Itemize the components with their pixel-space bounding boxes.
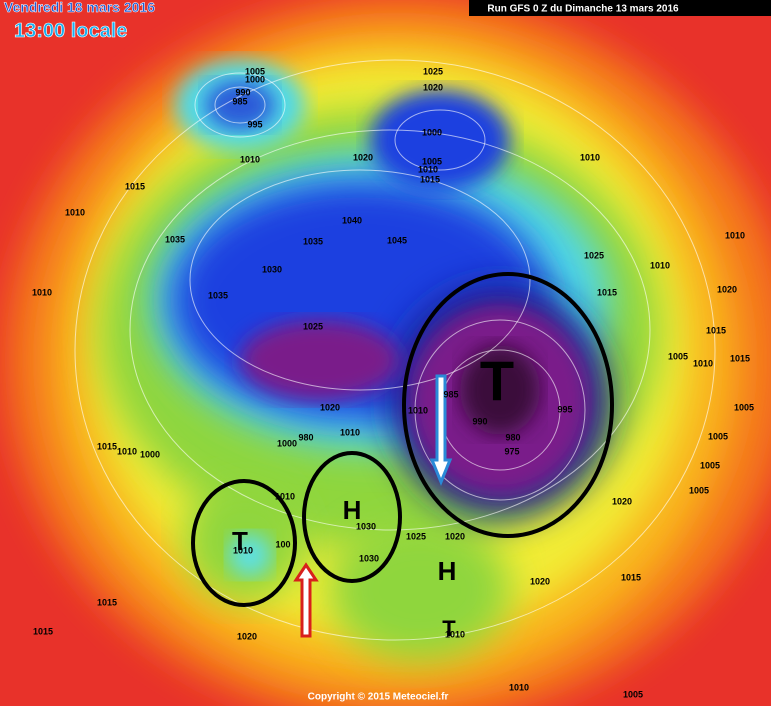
isobar-label: 1000 bbox=[422, 127, 442, 137]
annotations bbox=[191, 272, 614, 607]
copyright: Copyright © 2015 Meteociel.fr bbox=[308, 692, 449, 703]
isobar-label: 1005 bbox=[700, 460, 720, 470]
isobar-label: 1025 bbox=[423, 66, 443, 76]
isobar-label: 1015 bbox=[125, 181, 145, 191]
isobar-label: 1005 bbox=[422, 156, 442, 166]
isobar-label: 1000 bbox=[245, 74, 265, 84]
isobar-label: 995 bbox=[247, 119, 262, 129]
isobar-labels: 1005100099098599510101025102010001005101… bbox=[32, 66, 754, 699]
isobar-label: 100 bbox=[275, 539, 290, 549]
isobar-label: 1015 bbox=[621, 572, 641, 582]
isobar-label: 995 bbox=[557, 404, 572, 414]
pressure-systems: T H T H T bbox=[232, 349, 514, 641]
isobar-label: 1020 bbox=[320, 402, 340, 412]
isobar-label: 1025 bbox=[406, 531, 426, 541]
isobar-label: 1035 bbox=[303, 236, 323, 246]
isobar-label: 1045 bbox=[387, 235, 407, 245]
isobar-label: 1010 bbox=[445, 629, 465, 639]
isobar-label: 1010 bbox=[117, 446, 137, 456]
run-info: Run GFS 0 Z du Dimanche 13 mars 2016 bbox=[487, 4, 679, 15]
system-letter: H bbox=[438, 556, 457, 586]
isobar-label: 1020 bbox=[353, 152, 373, 162]
isobar-label: 1010 bbox=[408, 405, 428, 415]
isobar-label: 1015 bbox=[420, 174, 440, 184]
isobar-label: 1015 bbox=[730, 353, 750, 363]
isobar-label: 1010 bbox=[32, 287, 52, 297]
isobar-label: 1020 bbox=[445, 531, 465, 541]
blue-arrow bbox=[429, 374, 453, 486]
isobar-label: 1015 bbox=[706, 325, 726, 335]
isobar-label: 1015 bbox=[597, 287, 617, 297]
local-time: 13:00 locale bbox=[14, 20, 127, 42]
isobar-label: 1000 bbox=[140, 449, 160, 459]
isobar-label: 1010 bbox=[233, 545, 253, 555]
system-letter: H bbox=[343, 495, 362, 525]
isobar-label: 1015 bbox=[97, 441, 117, 451]
isobar-label: 1010 bbox=[240, 154, 260, 164]
system-letter: T bbox=[232, 526, 248, 556]
isobar-label: 1020 bbox=[237, 631, 257, 641]
isobar-label: 1025 bbox=[303, 321, 323, 331]
isobar-label: 1030 bbox=[356, 521, 376, 531]
isobar-label: 1015 bbox=[33, 626, 53, 636]
isobar-label: 1030 bbox=[359, 553, 379, 563]
isobar-label: 1010 bbox=[509, 682, 529, 692]
isobar-label: 1005 bbox=[708, 431, 728, 441]
isobar-label: 1005 bbox=[689, 485, 709, 495]
isobar-label: 990 bbox=[235, 87, 250, 97]
isobars bbox=[74, 59, 716, 641]
isobar-label: 1035 bbox=[165, 234, 185, 244]
system-letter: T bbox=[480, 349, 514, 412]
isobar-label: 1025 bbox=[584, 250, 604, 260]
isobar-label: 1010 bbox=[418, 164, 438, 174]
isobar-label: 1020 bbox=[612, 496, 632, 506]
isobar-label: 1010 bbox=[580, 152, 600, 162]
isobar-label: 1005 bbox=[734, 402, 754, 412]
isobar-label: 1005 bbox=[668, 351, 688, 361]
isobar-label: 1005 bbox=[623, 689, 643, 699]
isobar-label: 1020 bbox=[717, 284, 737, 294]
red-arrow bbox=[293, 562, 319, 638]
isobar-label: 1000 bbox=[277, 438, 297, 448]
isobar-label: 1010 bbox=[275, 491, 295, 501]
isobar-label: 1040 bbox=[342, 215, 362, 225]
isobar-label: 1010 bbox=[340, 427, 360, 437]
isobar-label: 1005 bbox=[245, 66, 265, 76]
isobar-label: 1010 bbox=[650, 260, 670, 270]
isobar-label: 1010 bbox=[725, 230, 745, 240]
isobar-label: 980 bbox=[298, 432, 313, 442]
isobar-label: 1035 bbox=[208, 290, 228, 300]
system-letter: T bbox=[442, 616, 456, 641]
isobar-label: 1020 bbox=[423, 82, 443, 92]
isobar-label: 1030 bbox=[262, 264, 282, 274]
isobar-label: 1010 bbox=[693, 358, 713, 368]
isobar-label: 990 bbox=[472, 416, 487, 426]
isobar-label: 1015 bbox=[97, 597, 117, 607]
isobar-label: 975 bbox=[504, 446, 519, 456]
isobar-label: 1020 bbox=[530, 576, 550, 586]
title: Vendredi 18 mars 2016 bbox=[4, 0, 155, 15]
isobar-label: 980 bbox=[505, 432, 520, 442]
isobar-label: 985 bbox=[232, 96, 247, 106]
run-banner bbox=[469, 0, 771, 16]
isobar-label: 1010 bbox=[65, 207, 85, 217]
isobar-label: 985 bbox=[443, 389, 458, 399]
